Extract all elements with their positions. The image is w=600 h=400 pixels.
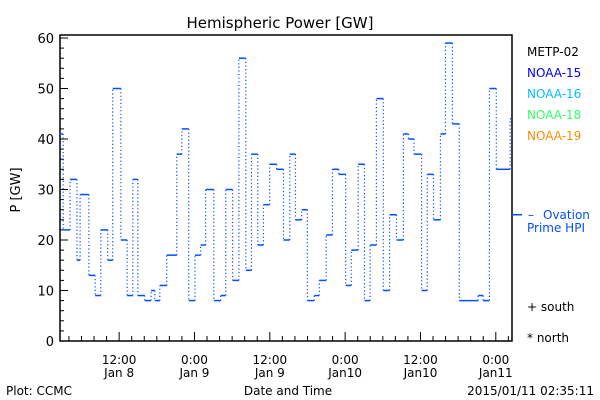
- x-tick-time-label: 0:00: [332, 353, 359, 367]
- y-tick-label: 20: [37, 234, 54, 249]
- legend: METP-02 NOAA-15 NOAA-16 NOAA-18 NOAA-19 …: [512, 45, 590, 345]
- y-tick-label: 60: [37, 32, 54, 47]
- y-tick-label: 40: [37, 133, 54, 148]
- x-tick-date-label: Jan10: [403, 366, 438, 380]
- x-tick-date-label: Jan 9: [254, 366, 285, 380]
- y-tick-label: 0: [46, 335, 54, 350]
- x-tick-date-label: Jan11: [478, 366, 513, 380]
- legend-entry-3: NOAA-18: [527, 108, 581, 122]
- south-marker-legend: + south: [527, 300, 574, 314]
- plot-frame: [59, 34, 513, 342]
- footer-right: 2015/01/11 02:35:11: [467, 384, 594, 398]
- x-tick-date-label: Jan10: [327, 366, 362, 380]
- legend-entry-1: NOAA-15: [527, 66, 581, 80]
- x-tick-time-label: 0:00: [181, 353, 208, 367]
- x-tick-date-label: Jan 8: [103, 366, 134, 380]
- x-axis-label: Date and Time: [244, 384, 332, 398]
- y-tick-label: 10: [37, 285, 54, 300]
- ovation-label-1: Ovation: [543, 208, 590, 222]
- x-tick-time-label: 12:00: [102, 353, 137, 367]
- y-tick-label: 30: [37, 184, 54, 199]
- ovation-label-2: Prime HPI: [527, 221, 585, 235]
- y-axis: 0 10 20 30 40 50 60: [37, 32, 68, 350]
- footer-left: Plot: CCMC: [6, 384, 72, 398]
- y-axis-label: P [GW]: [9, 167, 24, 212]
- x-tick-time-label: 0:00: [482, 353, 509, 367]
- ovation-dash: –: [528, 208, 534, 222]
- legend-entry-2: NOAA-16: [527, 87, 581, 101]
- north-marker-legend: * north: [527, 331, 569, 345]
- x-tick-date-label: Jan 9: [178, 366, 209, 380]
- legend-entry-0: METP-02: [527, 45, 579, 59]
- series-group: [60, 42, 512, 302]
- x-tick-time-label: 12:00: [253, 353, 288, 367]
- chart-title: Hemispheric Power [GW]: [187, 14, 374, 32]
- legend-entry-4: NOAA-19: [527, 129, 581, 143]
- y-tick-label: 50: [37, 83, 54, 98]
- x-tick-time-label: 12:00: [403, 353, 438, 367]
